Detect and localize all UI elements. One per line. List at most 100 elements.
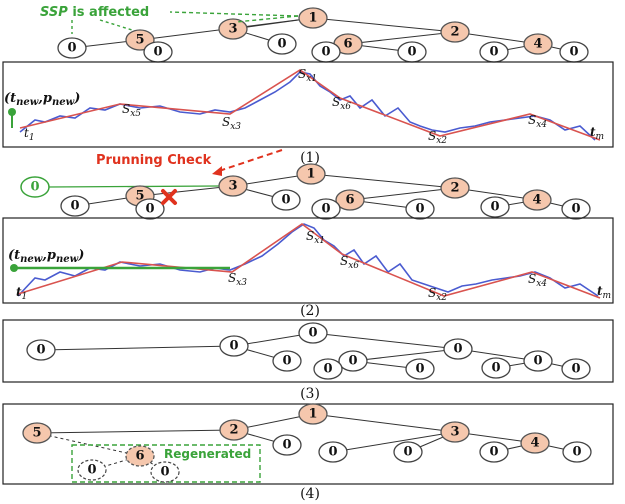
svg-text:0: 0 [533, 354, 542, 369]
t-start: t1 [16, 285, 27, 302]
leaf-node: 0 [311, 198, 341, 220]
new-point-marker [8, 108, 16, 116]
label-sx2: Sx2 [428, 129, 447, 146]
svg-text:0: 0 [572, 445, 581, 460]
svg-text:6: 6 [135, 449, 144, 464]
panel1-red-series [19, 69, 601, 141]
panel2-chart: (tnew,pnew) t1 tm Sx1 Sx3 Sx6 Sx2 Sx4 [2, 217, 614, 304]
new-point-label: (tnew,pnew) [4, 91, 80, 108]
node-4: 4 [522, 189, 552, 211]
leaf-node: 0 [311, 41, 341, 63]
panel1-chart: (tnew,pnew) t1 tm Sx1 Sx5 Sx3 Sx6 Sx2 Sx… [2, 61, 614, 148]
leaf-node: 0 [479, 41, 509, 63]
new-point-label: (tnew,pnew) [8, 248, 84, 265]
label-sx5: Sx5 [122, 102, 141, 119]
panel3-tree: 0 0 0 0 0 0 0 0 0 0 0 [2, 319, 614, 383]
svg-text:0: 0 [70, 199, 79, 214]
svg-text:0: 0 [491, 361, 500, 376]
t-start: t1 [24, 126, 35, 143]
svg-text:4: 4 [530, 436, 539, 451]
new-point-marker [10, 264, 18, 272]
svg-text:0: 0 [229, 339, 238, 354]
t-end: tm [590, 125, 604, 142]
svg-text:0: 0 [282, 354, 291, 369]
leaf-node: 0 [150, 461, 180, 483]
prune-x-icon [161, 189, 177, 205]
empty-node: 0 [561, 358, 591, 380]
svg-text:0: 0 [415, 362, 424, 377]
leaf-node: 0 [397, 41, 427, 63]
svg-text:1: 1 [308, 11, 317, 26]
empty-node: 0 [443, 338, 473, 360]
svg-text:0: 0 [323, 362, 332, 377]
leaf-node: 0 [479, 441, 509, 463]
leaf-node: 0 [135, 198, 165, 220]
svg-text:0: 0 [282, 438, 291, 453]
svg-text:5: 5 [32, 426, 41, 441]
svg-text:0: 0 [67, 41, 76, 56]
svg-text:0: 0 [403, 445, 412, 460]
svg-text:4: 4 [532, 193, 541, 208]
node-4: 4 [523, 33, 553, 55]
pruning-check-label: Prunning Check [96, 153, 212, 168]
leaf-node: 0 [60, 195, 90, 217]
panel4-tree: Regenerated 1 2 3 5 4 6 0 0 0 0 0 0 0 [2, 403, 614, 485]
new-node: 0 [20, 176, 50, 198]
empty-node: 0 [405, 358, 435, 380]
svg-text:3: 3 [450, 425, 459, 440]
svg-text:0: 0 [415, 202, 424, 217]
leaf-node: 0 [559, 41, 589, 63]
svg-text:0: 0 [321, 45, 330, 60]
caption-2: (2) [300, 303, 320, 319]
svg-text:0: 0 [277, 37, 286, 52]
svg-text:0: 0 [453, 342, 462, 357]
svg-text:0: 0 [490, 200, 499, 215]
label-sx6: Sx6 [332, 95, 351, 112]
node-4: 4 [520, 432, 550, 454]
caption-4: (4) [300, 486, 320, 502]
node-2: 2 [440, 177, 470, 199]
svg-text:4: 4 [533, 37, 542, 52]
label-sx1: Sx1 [298, 67, 317, 84]
empty-node: 0 [313, 358, 343, 380]
leaf-node: 0 [480, 196, 510, 218]
empty-node: 0 [219, 335, 249, 357]
empty-node: 0 [338, 350, 368, 372]
svg-text:0: 0 [281, 193, 290, 208]
svg-text:0: 0 [569, 45, 578, 60]
label-sx3: Sx3 [222, 115, 241, 132]
empty-node: 0 [272, 350, 302, 372]
empty-node: 0 [298, 322, 328, 344]
svg-text:0: 0 [407, 45, 416, 60]
svg-text:6: 6 [343, 37, 352, 52]
label-sx6: Sx6 [340, 254, 359, 271]
svg-text:0: 0 [30, 180, 39, 195]
empty-node: 0 [26, 339, 56, 361]
node-6-regenerated: 6 [125, 445, 155, 467]
svg-text:3: 3 [228, 22, 237, 37]
panel1-tree: 1 5 3 2 6 4 0 0 0 0 0 0 0 SSP is affecte… [40, 5, 589, 63]
svg-text:0: 0 [489, 445, 498, 460]
svg-text:0: 0 [348, 354, 357, 369]
leaf-node: 0 [57, 37, 87, 59]
leaf-node: 0 [318, 441, 348, 463]
svg-text:1: 1 [306, 167, 315, 182]
leaf-node: 0 [267, 33, 297, 55]
label-sx4: Sx4 [528, 113, 547, 130]
leaf-node: 0 [393, 441, 423, 463]
svg-text:0: 0 [87, 463, 96, 478]
svg-text:1: 1 [308, 407, 317, 422]
leaf-node: 0 [271, 189, 301, 211]
svg-text:5: 5 [135, 189, 144, 204]
panel2-red-series [17, 223, 601, 299]
node-1: 1 [296, 163, 326, 185]
leaf-node: 0 [561, 198, 591, 220]
svg-text:0: 0 [328, 445, 337, 460]
svg-text:0: 0 [145, 202, 154, 217]
empty-node: 0 [523, 350, 553, 372]
svg-text:2: 2 [450, 181, 459, 196]
node-6: 6 [335, 189, 365, 211]
svg-text:0: 0 [308, 326, 317, 341]
node-3: 3 [440, 421, 470, 443]
